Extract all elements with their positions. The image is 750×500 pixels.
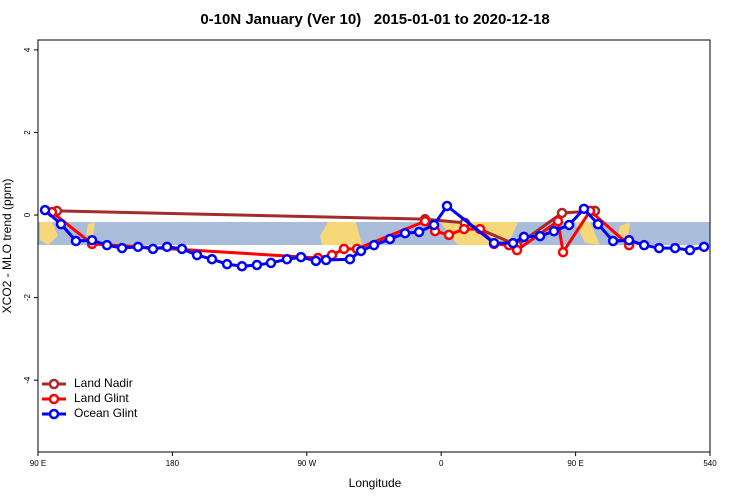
point	[70, 235, 82, 247]
point	[623, 234, 635, 246]
point	[578, 203, 590, 215]
y-tick-label: -4	[23, 376, 32, 384]
point	[592, 218, 604, 230]
y-tick-label: 4	[23, 47, 32, 52]
point	[295, 251, 307, 263]
point	[419, 215, 431, 227]
point	[653, 242, 665, 254]
point	[669, 242, 681, 254]
point	[55, 218, 67, 230]
point	[191, 249, 203, 261]
point	[563, 219, 575, 231]
point	[320, 254, 332, 266]
y-tick-label: -2	[23, 294, 32, 302]
legend-marker	[48, 393, 60, 405]
point	[161, 241, 173, 253]
point	[221, 258, 233, 270]
point	[281, 253, 293, 265]
y-tick-label: 2	[23, 130, 32, 135]
land	[40, 222, 58, 245]
land	[618, 222, 630, 238]
legend-marker	[48, 408, 60, 420]
y-axis-label: XCO2 - MLO trend (ppm)	[0, 179, 14, 314]
point	[132, 241, 144, 253]
y-tick-label: 0	[23, 212, 32, 217]
point	[116, 242, 128, 254]
point	[413, 226, 425, 238]
point	[39, 204, 51, 216]
point	[428, 219, 440, 231]
legend-label: Land Nadir	[74, 376, 133, 390]
point	[441, 200, 453, 212]
land	[86, 222, 95, 236]
x-tick-label: 90 E	[30, 459, 46, 468]
point	[147, 243, 159, 255]
x-axis-label: Longitude	[349, 476, 402, 490]
x-tick-label: 90 E	[567, 459, 583, 468]
x-tick-label: 0	[439, 459, 444, 468]
point	[206, 253, 218, 265]
point	[101, 239, 113, 251]
x-tick-label: 540	[703, 459, 717, 468]
point	[384, 233, 396, 245]
point	[344, 253, 356, 265]
legend-marker	[48, 378, 60, 390]
point	[399, 227, 411, 239]
point	[458, 223, 470, 235]
point	[355, 245, 367, 257]
x-tick-label: 180	[166, 459, 180, 468]
land	[575, 222, 600, 245]
point	[638, 239, 650, 251]
point	[176, 243, 188, 255]
point	[251, 259, 263, 271]
series-line	[56, 209, 596, 247]
land	[320, 222, 362, 245]
point	[443, 229, 455, 241]
point	[265, 257, 277, 269]
point	[368, 239, 380, 251]
point	[507, 237, 519, 249]
point	[338, 243, 350, 255]
point	[86, 234, 98, 246]
point	[518, 231, 530, 243]
point	[684, 244, 696, 256]
point	[698, 241, 710, 253]
point	[534, 230, 546, 242]
point	[607, 235, 619, 247]
legend-label: Ocean Glint	[74, 406, 138, 420]
point	[236, 260, 248, 272]
point	[548, 225, 560, 237]
point	[488, 237, 500, 249]
chart-title: 0-10N January (Ver 10) 2015-01-01 to 202…	[200, 11, 549, 28]
point	[310, 255, 322, 267]
x-tick-label: 90 W	[297, 459, 316, 468]
point	[556, 207, 568, 219]
plot-frame	[37, 39, 711, 453]
legend-label: Land Glint	[74, 391, 129, 405]
point	[557, 246, 569, 258]
point	[552, 215, 564, 227]
